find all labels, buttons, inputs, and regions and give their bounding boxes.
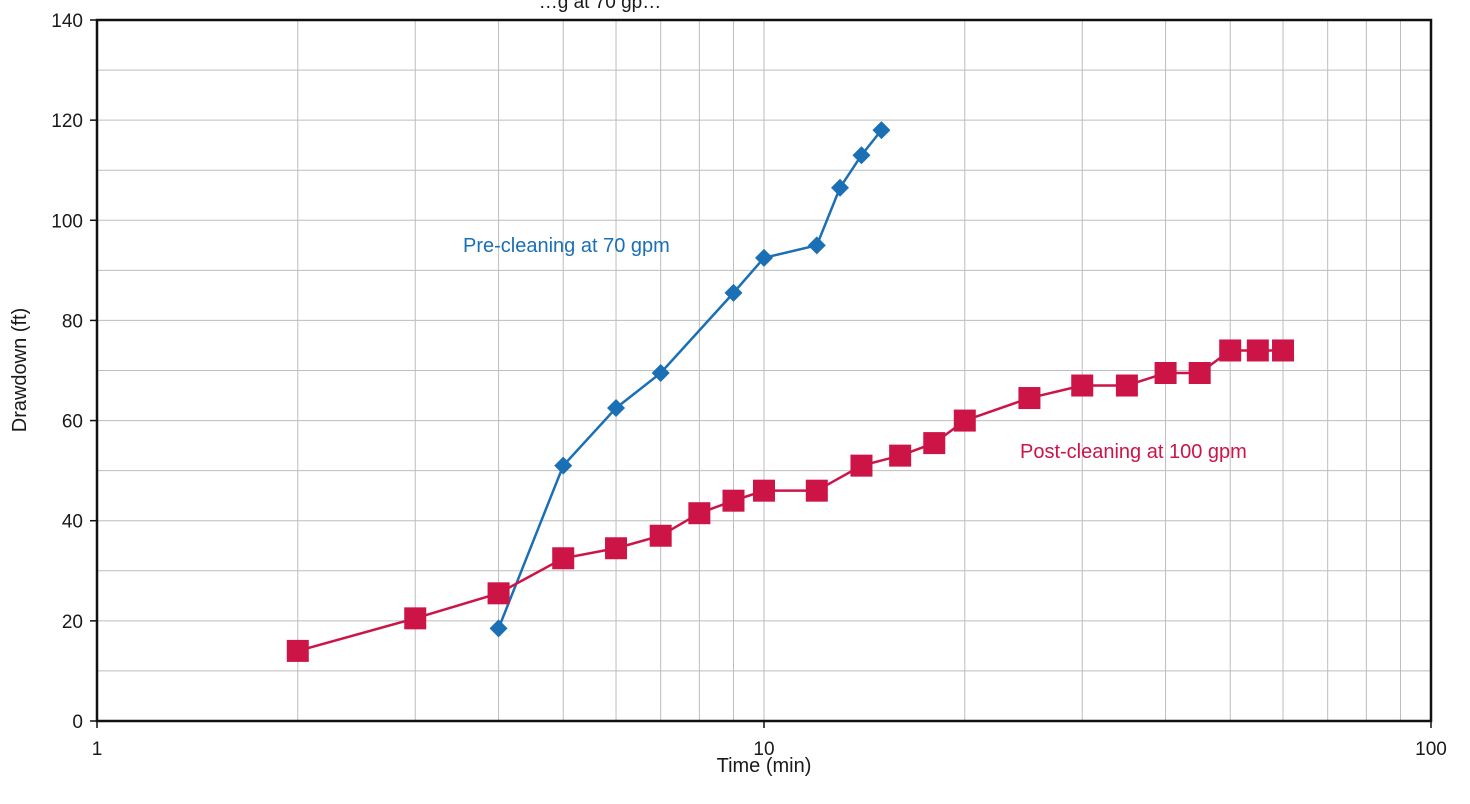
- y-tick-label: 140: [51, 11, 83, 32]
- data-point-diamond: [489, 619, 508, 638]
- data-point-square: [1115, 374, 1138, 397]
- data-point-square: [404, 607, 427, 630]
- data-point-diamond: [607, 399, 626, 418]
- y-tick-label: 80: [62, 311, 83, 332]
- data-point-square: [605, 537, 628, 560]
- data-point-square: [923, 432, 946, 455]
- series-pre-cleaning: [489, 121, 891, 638]
- data-point-square: [552, 547, 575, 570]
- series-line: [297, 349, 1284, 653]
- x-tick-label: 10: [753, 739, 774, 760]
- data-point-square: [487, 582, 510, 605]
- data-point-square: [1188, 362, 1211, 385]
- data-point-square: [753, 479, 775, 502]
- x-tick-label: 1: [92, 739, 103, 760]
- y-tick-label: 100: [51, 211, 83, 232]
- data-point-square: [953, 409, 976, 432]
- data-point-square: [805, 479, 828, 502]
- labels: …g at 70 gp… Time (min) Drawdown (ft) Pr…: [9, 0, 1247, 777]
- y-axis-label: Drawdown (ft): [9, 308, 31, 432]
- data-point-diamond: [651, 364, 670, 383]
- data-point-square: [1272, 339, 1295, 362]
- data-point-square: [1219, 339, 1242, 362]
- series-post-cleaning: [286, 339, 1295, 662]
- series-label-pre-cleaning: Pre-cleaning at 70 gpm: [463, 235, 670, 257]
- data-point-diamond: [554, 456, 573, 475]
- chart-title: …g at 70 gp…: [539, 0, 662, 13]
- data-point-square: [1246, 339, 1269, 362]
- y-tick-label: 120: [51, 111, 83, 132]
- data-point-square: [1018, 387, 1041, 410]
- data-point-diamond: [807, 236, 826, 255]
- data-point-diamond: [872, 121, 891, 140]
- y-tick-label: 0: [72, 712, 83, 733]
- grid-lines: [97, 20, 1431, 721]
- data-point-square: [889, 444, 912, 467]
- x-axis-label: Time (min): [717, 755, 812, 777]
- y-tick-label: 40: [62, 512, 83, 533]
- data-point-square: [688, 502, 711, 525]
- y-tick-label: 20: [62, 612, 83, 633]
- series-group: [286, 121, 1295, 662]
- data-point-square: [286, 639, 309, 662]
- data-point-square: [722, 489, 745, 512]
- y-tick-label: 60: [62, 412, 83, 433]
- data-point-diamond: [724, 283, 743, 302]
- series-label-post-cleaning: Post-cleaning at 100 gpm: [1020, 441, 1247, 463]
- data-point-diamond: [852, 146, 871, 165]
- data-point-square: [1071, 374, 1094, 397]
- axes: 0 20 40 60 80 100 120 140 1 10 100: [51, 11, 1447, 760]
- data-point-square: [850, 454, 873, 477]
- data-point-diamond: [755, 248, 773, 267]
- series-line: [497, 129, 883, 629]
- data-point-square: [1154, 362, 1177, 385]
- data-point-diamond: [831, 178, 850, 197]
- x-tick-label: 100: [1415, 739, 1447, 760]
- data-point-square: [649, 524, 672, 547]
